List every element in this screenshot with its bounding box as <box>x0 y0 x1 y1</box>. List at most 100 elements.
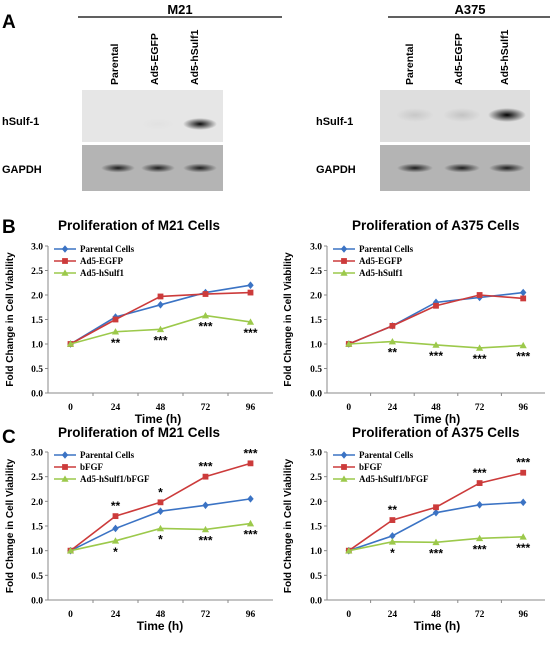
band-a375-hsulf-1-lane-1 <box>396 108 434 122</box>
m21-gapdh-bands <box>101 163 217 173</box>
legend-label: Parental Cells <box>359 450 414 460</box>
m21-blot: M21 Parental Ad5-EGFP Ad5-hSulf1 hSulf-1… <box>2 2 282 191</box>
data-point <box>389 517 396 523</box>
legend-label: Ad5-hSulf1/bFGF <box>80 474 150 484</box>
y-tick-label: 1.5 <box>310 523 322 533</box>
x-tick-label: 72 <box>475 403 485 413</box>
data-point <box>476 480 483 486</box>
y-tick-label: 2.5 <box>310 473 322 483</box>
chart-3: Proliferation of M21 Cells Fold Change in… <box>5 425 273 633</box>
band-m21-gapdh-lane-3 <box>183 163 217 173</box>
data-point <box>202 473 209 480</box>
legend-label: Ad5-EGFP <box>80 256 124 266</box>
x-tick-label: 96 <box>518 403 528 413</box>
a375-cell-line-header: A375 <box>454 2 485 17</box>
band-a375-gapdh-lane-3 <box>489 163 525 173</box>
y-tick-label: 2.5 <box>31 473 43 483</box>
legend-label: Parental Cells <box>80 450 135 460</box>
a375-hsulf1-bands <box>396 108 526 122</box>
data-point <box>345 547 353 554</box>
y-axis-label: Fold Change in Cell Viability <box>283 252 294 387</box>
data-point <box>432 538 440 546</box>
legend-label: Ad5-hSulf1 <box>80 268 125 278</box>
data-point <box>112 513 119 520</box>
y-tick-label: 1.0 <box>310 341 322 351</box>
significance-marker: * <box>158 532 163 546</box>
significance-marker: ** <box>388 346 398 360</box>
data-point <box>476 344 484 351</box>
data-point <box>519 533 527 540</box>
significance-marker: *** <box>198 460 212 474</box>
y-tick-label: 1.0 <box>31 341 43 351</box>
y-tick-label: 1.0 <box>31 547 43 557</box>
significance-marker: *** <box>516 456 530 470</box>
significance-marker: ** <box>111 336 121 350</box>
y-tick-label: 3.0 <box>31 243 43 253</box>
data-point <box>388 538 396 545</box>
m21-hsulf1-membrane <box>82 90 223 142</box>
y-tick-label: 2.5 <box>31 267 43 277</box>
x-axis-label: Time (h) <box>137 619 183 633</box>
data-point <box>112 524 119 533</box>
data-point <box>432 341 440 348</box>
m21-gapdh-row-label: GAPDH <box>2 164 42 176</box>
band-m21-hsulf-1-lane-2 <box>141 118 175 130</box>
data-point <box>66 547 75 554</box>
x-tick-label: 96 <box>246 403 256 413</box>
y-axis-label: Fold Change in Cell Viability <box>5 458 16 593</box>
a375-hsulf1-row-label: hSulf-1 <box>316 116 353 128</box>
y-tick-label: 1.5 <box>310 316 322 326</box>
data-point <box>157 499 164 506</box>
series-ad5-hsulf1 <box>345 337 527 351</box>
band-m21-gapdh-lane-1 <box>101 163 135 173</box>
y-tick-label: 0.0 <box>310 597 322 607</box>
data-point <box>247 281 254 289</box>
data-point <box>520 288 527 297</box>
significance-marker: *** <box>473 466 487 480</box>
significance-marker: *** <box>473 352 487 366</box>
series-ad5-hsulf1-bfgf <box>345 533 527 554</box>
y-tick-label: 3.0 <box>31 449 43 459</box>
x-axis-label: Time (h) <box>414 619 460 633</box>
band-a375-hsulf-1-lane-3 <box>488 108 526 122</box>
legend-marker <box>61 451 69 459</box>
chart-4: Proliferation of A375 Cells Fold Change i… <box>283 425 545 633</box>
significance-marker: *** <box>243 326 257 340</box>
data-point <box>111 537 120 544</box>
x-tick-label: 0 <box>68 403 73 413</box>
x-tick-label: 48 <box>431 403 441 413</box>
legend-marker <box>62 464 68 470</box>
a375-lane-label-hsulf1: Ad5-hSulf1 <box>499 29 511 85</box>
legend-marker <box>61 245 69 253</box>
data-point <box>247 289 254 296</box>
band-m21-gapdh-lane-2 <box>141 163 175 173</box>
y-tick-label: 1.0 <box>310 547 322 557</box>
chart-title: Proliferation of M21 Cells <box>58 425 220 440</box>
legend-label: Parental Cells <box>80 244 135 254</box>
band-a375-gapdh-lane-2 <box>444 163 480 173</box>
y-tick-label: 2.0 <box>31 292 43 302</box>
data-point <box>345 340 353 347</box>
data-point <box>476 292 483 298</box>
legend-marker <box>62 258 68 264</box>
proliferation-charts: Proliferation of M21 Cells Fold Change in… <box>5 218 545 633</box>
significance-marker: * <box>113 545 118 559</box>
x-tick-label: 48 <box>156 610 166 620</box>
chart-title: Proliferation of A375 Cells <box>352 218 520 233</box>
data-point <box>247 460 254 467</box>
x-tick-label: 24 <box>111 403 121 413</box>
panel-c-letter: C <box>2 427 16 448</box>
band-a375-gapdh-lane-1 <box>397 163 433 173</box>
x-tick-label: 24 <box>388 403 398 413</box>
y-tick-label: 2.0 <box>310 292 322 302</box>
legend-marker <box>61 269 69 276</box>
data-point <box>476 500 483 509</box>
y-tick-label: 3.0 <box>310 449 322 459</box>
legend-label: Ad5-EGFP <box>359 256 403 266</box>
m21-hsulf1-bands <box>141 118 217 130</box>
data-point <box>156 325 165 333</box>
m21-cell-line-header: M21 <box>167 2 192 17</box>
significance-marker: *** <box>198 320 212 334</box>
data-point <box>519 341 527 349</box>
